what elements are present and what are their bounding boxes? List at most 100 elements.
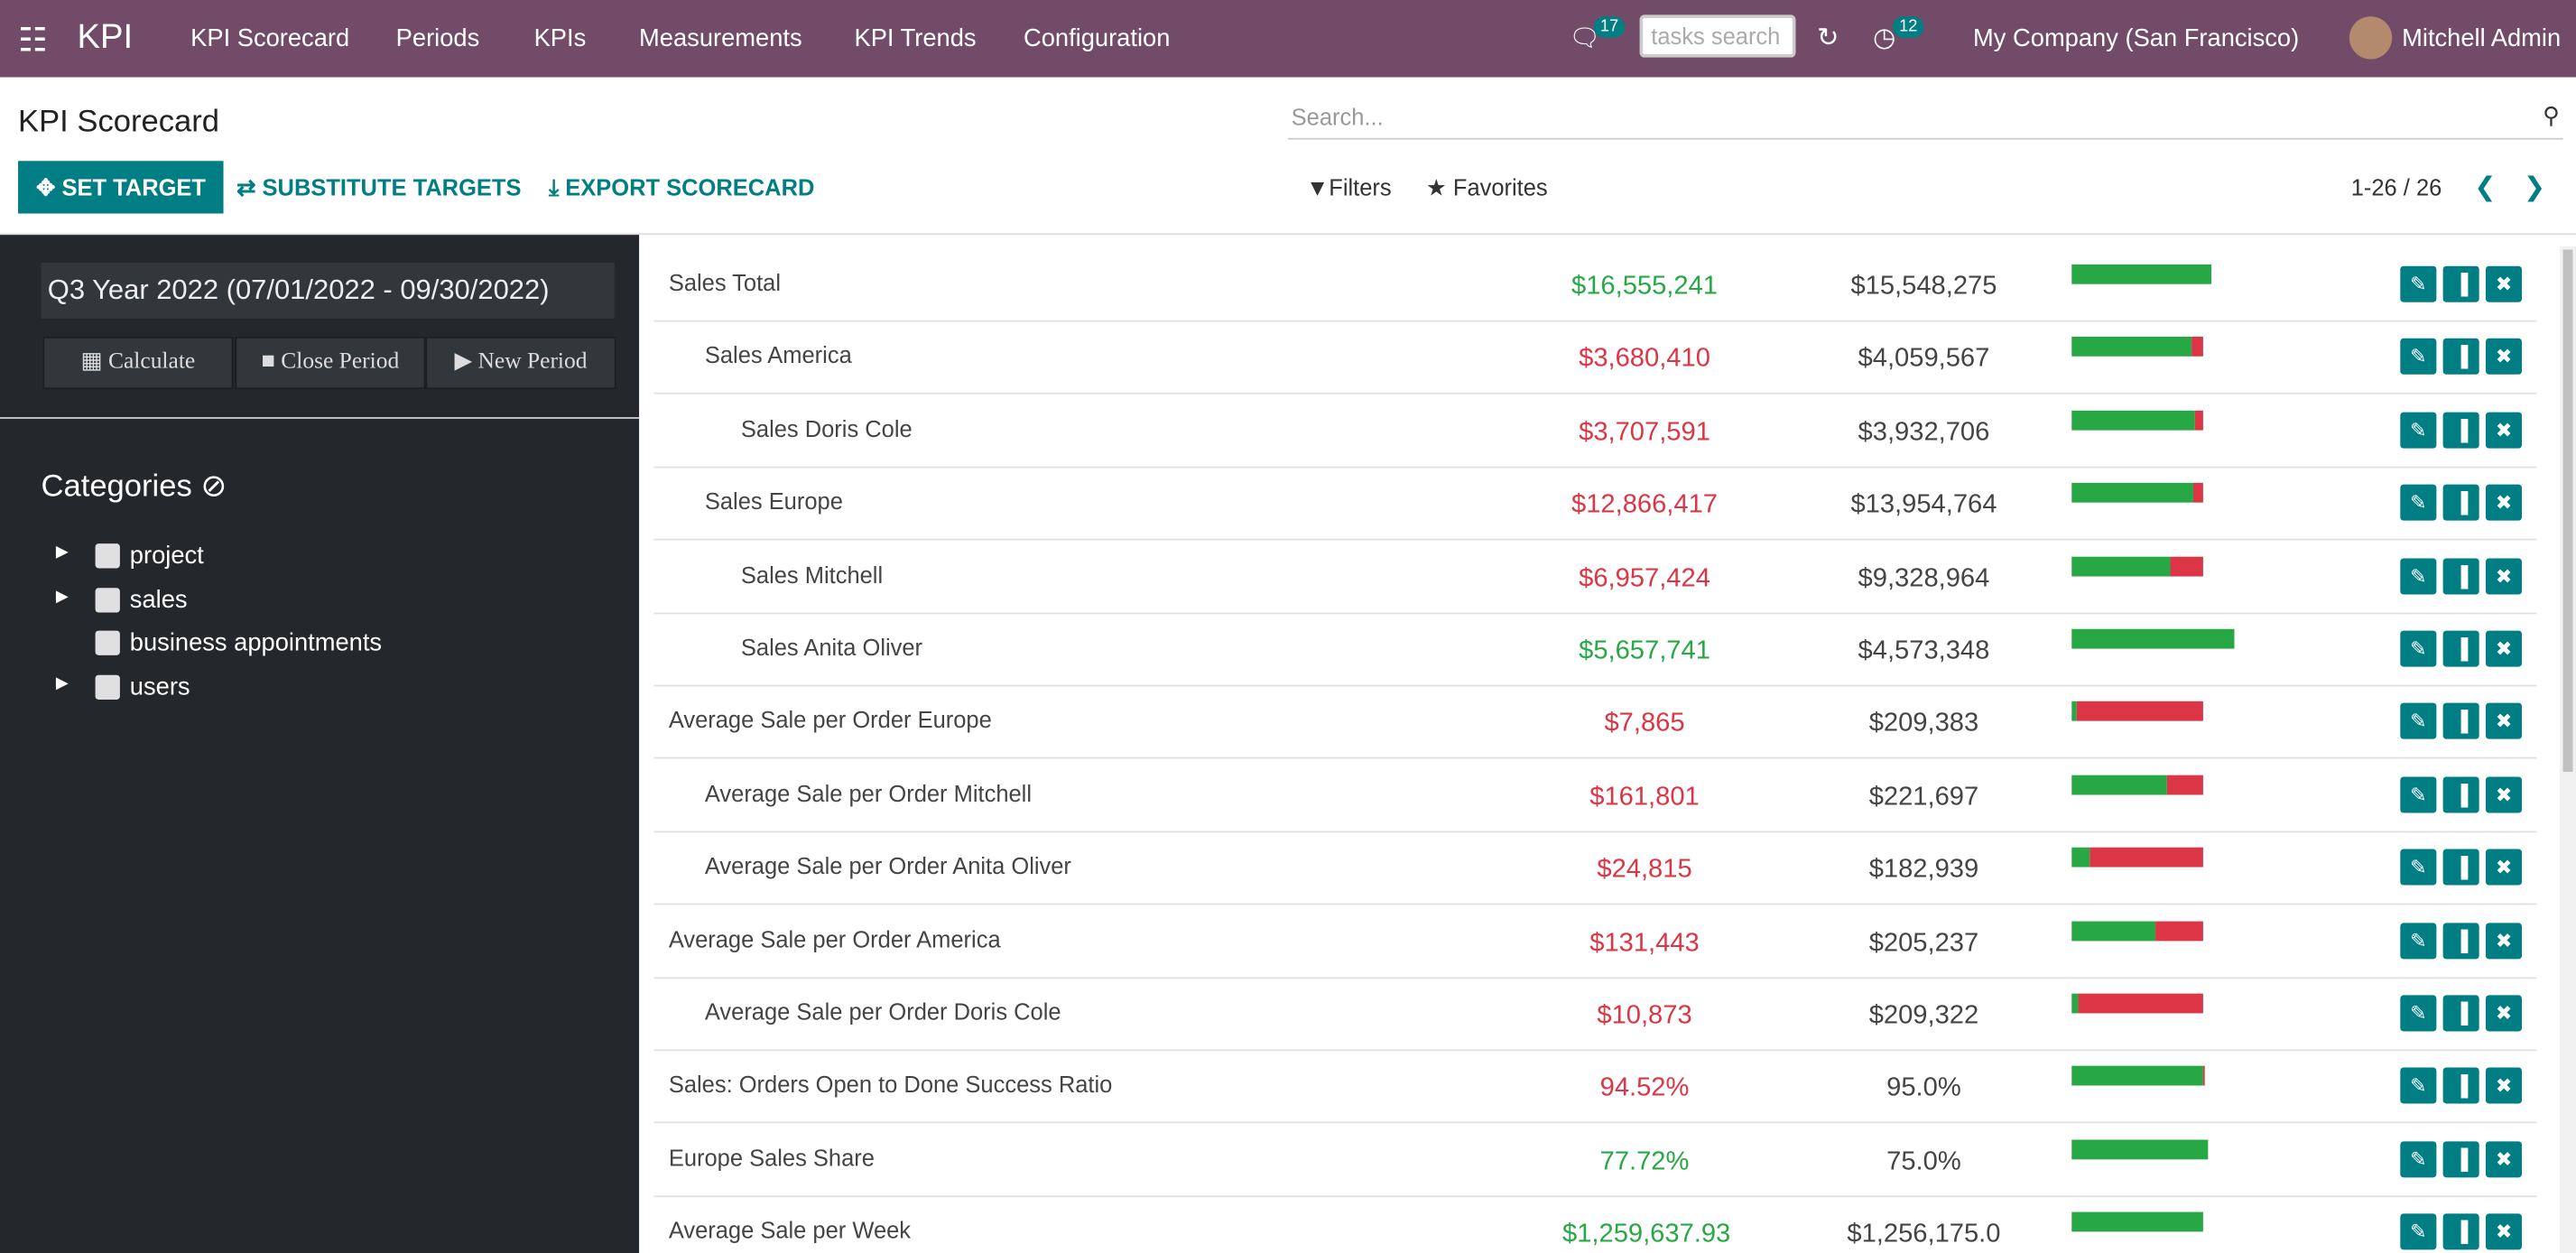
edit-button[interactable]: ✎	[2400, 1068, 2437, 1105]
kpi-row[interactable]: Average Sale per Order Anita Oliver $24,8…	[653, 831, 2537, 905]
menu-item[interactable]: Measurements	[639, 24, 802, 53]
category[interactable]: business appointments	[129, 628, 383, 657]
new-period-button[interactable]: ▶ New Period	[425, 336, 616, 390]
progress-green	[2071, 1211, 2204, 1232]
delete-button[interactable]: ✖	[2485, 1140, 2523, 1177]
user[interactable]: Mitchell Admin	[2402, 24, 2562, 53]
delete-button[interactable]: ✖	[2485, 849, 2523, 886]
app-name[interactable]: KPI	[77, 18, 134, 56]
delete-button[interactable]: ✖	[2485, 630, 2523, 667]
prev[interactable]: ❮	[2474, 173, 2497, 202]
chart-button[interactable]: ▐	[2442, 776, 2479, 813]
edit-button[interactable]: ✎	[2400, 1213, 2437, 1250]
refresh-icon[interactable]: ↻	[1817, 24, 1839, 53]
menu-item[interactable]: KPI Trends	[854, 24, 977, 53]
edit-button[interactable]: ✎	[2400, 557, 2437, 594]
next[interactable]: ❯	[2523, 173, 2546, 202]
set-target-button[interactable]: ✥ SET TARGET	[18, 161, 225, 214]
checkbox[interactable]	[95, 543, 120, 569]
chart-button[interactable]: ▐	[2442, 265, 2479, 302]
kpi-row[interactable]: Sales Anita Oliver $5,657,741 $4,573,348 ✎ ▐…	[653, 613, 2537, 687]
export-button[interactable]: ⤓ EXPORT SCORECARD	[548, 173, 815, 200]
kpi-row[interactable]: Average Sale per Order America $131,443 $2…	[653, 905, 2537, 979]
edit-button[interactable]: ✎	[2400, 265, 2437, 302]
menu-item[interactable]: Periods	[395, 24, 480, 53]
kpi-row[interactable]: Sales: Orders Open to Done Success Ratio…	[653, 1050, 2537, 1125]
delete-button[interactable]: ✖	[2485, 557, 2523, 594]
kpi-name: Sales Europe	[704, 487, 843, 515]
apps-icon[interactable]: ☷	[18, 23, 48, 60]
chart-button[interactable]: ▐	[2442, 339, 2479, 376]
kpi-row[interactable]: Average Sale per Week $1,259,637.93 $1,256…	[653, 1196, 2536, 1253]
calculate-button[interactable]: ▦ Calculate	[42, 336, 234, 390]
chart-button[interactable]: ▐	[2442, 1213, 2479, 1250]
kpi-row[interactable]: Sales America $3,680,410 $4,059,567 ✎ ▐ ✖	[653, 320, 2537, 395]
edit-button[interactable]: ✎	[2400, 849, 2437, 886]
chart-button[interactable]: ▐	[2442, 557, 2479, 594]
menu-item[interactable]: KPIs	[533, 24, 587, 53]
chart-button[interactable]: ▐	[2442, 412, 2479, 449]
avatar[interactable]	[2349, 16, 2393, 60]
progress-green	[2071, 264, 2212, 284]
activity-icon[interactable]: ◷	[1873, 24, 1896, 53]
kpi-row[interactable]: Sales Mitchell $6,957,424 $9,328,964 ✎ ▐ ✖	[653, 540, 2537, 614]
edit-button[interactable]: ✎	[2400, 412, 2437, 449]
delete-button[interactable]: ✖	[2485, 922, 2523, 959]
kpi-row[interactable]: Europe Sales Share 77.72% 75.0% ✎ ▐ ✖	[653, 1123, 2537, 1197]
progress-green	[2071, 1139, 2209, 1159]
checkbox[interactable]	[95, 587, 120, 612]
checkbox[interactable]	[95, 673, 120, 700]
search-bar[interactable]: Search... ⚲	[1288, 98, 2563, 140]
kpi-row[interactable]: Sales Doris Cole $3,707,591 $3,932,706 ✎ ▐ ✖	[653, 394, 2537, 469]
expand-arrow[interactable]: ▶	[55, 543, 69, 562]
substitute-button[interactable]: ⇄ SUBSTITUTE TARGETS	[236, 173, 522, 200]
activity-badge: 12	[1892, 16, 1924, 38]
edit-button[interactable]: ✎	[2400, 339, 2437, 376]
delete-button[interactable]: ✖	[2485, 265, 2523, 302]
delete-button[interactable]: ✖	[2485, 995, 2523, 1032]
edit-button[interactable]: ✎	[2400, 922, 2437, 959]
edit-button[interactable]: ✎	[2400, 485, 2437, 522]
edit-button[interactable]: ✎	[2400, 630, 2437, 667]
delete-button[interactable]: ✖	[2485, 1213, 2523, 1250]
delete-button[interactable]: ✖	[2485, 485, 2523, 522]
kpi-row[interactable]: Sales Europe $12,866,417 $13,954,764 ✎ ▐ ✖	[653, 467, 2537, 541]
edit-button[interactable]: ✎	[2400, 1140, 2437, 1177]
chart-button[interactable]: ▐	[2442, 485, 2479, 522]
chart-button[interactable]: ▐	[2442, 1068, 2479, 1105]
category[interactable]: users	[129, 672, 190, 701]
menu-item[interactable]: Configuration	[1023, 24, 1171, 53]
kpi-row[interactable]: Average Sale per Order Doris Cole $10,873…	[653, 977, 2537, 1052]
edit-button[interactable]: ✎	[2400, 995, 2437, 1032]
delete-button[interactable]: ✖	[2485, 776, 2523, 813]
favorites[interactable]: ★ Favorites	[1425, 173, 1548, 200]
chart-button[interactable]: ▐	[2442, 922, 2479, 959]
delete-button[interactable]: ✖	[2485, 1068, 2523, 1105]
tasks-search[interactable]: tasks search	[1639, 14, 1796, 58]
delete-button[interactable]: ✖	[2485, 703, 2523, 740]
chart-button[interactable]: ▐	[2442, 1140, 2479, 1177]
kpi-row[interactable]: Sales Total $16,555,241 $15,548,275 ✎ ▐ ✖	[653, 248, 2537, 322]
edit-button[interactable]: ✎	[2400, 776, 2437, 813]
close-period-button[interactable]: ■ Close Period	[235, 336, 426, 390]
chart-button[interactable]: ▐	[2442, 703, 2479, 740]
edit-button[interactable]: ✎	[2400, 703, 2437, 740]
chart-button[interactable]: ▐	[2442, 849, 2479, 886]
chart-button[interactable]: ▐	[2442, 995, 2479, 1032]
delete-button[interactable]: ✖	[2485, 412, 2523, 449]
category[interactable]: sales	[129, 585, 188, 614]
delete-button[interactable]: ✖	[2485, 339, 2523, 376]
category[interactable]: project	[129, 542, 204, 571]
kpi-row[interactable]: Average Sale per Order Europe $7,865 $209,…	[653, 685, 2537, 760]
period-select[interactable]: Q3 Year 2022 (07/01/2022 - 09/30/2022)	[41, 263, 615, 319]
checkbox[interactable]	[95, 630, 120, 655]
menu-item[interactable]: KPI Scorecard	[190, 24, 350, 53]
target: $209,383	[1868, 710, 1979, 738]
expand-arrow[interactable]: ▶	[55, 673, 69, 692]
kpi-row[interactable]: Average Sale per Order Mitchell $161,801 $…	[653, 758, 2537, 832]
company[interactable]: My Company (San Francisco)	[1973, 24, 2300, 53]
progress-green	[2071, 555, 2170, 576]
chart-button[interactable]: ▐	[2442, 630, 2479, 667]
filters[interactable]: ▼Filters	[1306, 173, 1392, 200]
expand-arrow[interactable]: ▶	[55, 587, 69, 606]
